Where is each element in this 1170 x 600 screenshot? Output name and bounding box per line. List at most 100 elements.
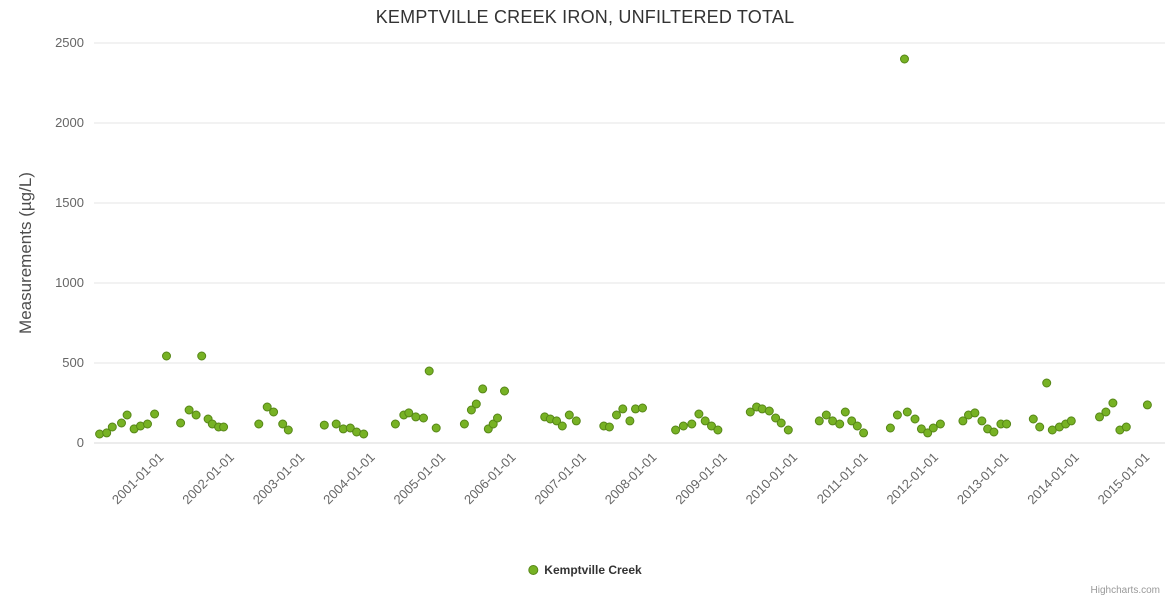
data-point[interactable] (150, 409, 160, 419)
data-point[interactable] (390, 419, 400, 429)
data-point[interactable] (1042, 378, 1052, 388)
data-point[interactable] (1095, 412, 1104, 422)
data-point[interactable] (191, 410, 201, 420)
data-point[interactable] (916, 424, 926, 434)
data-point[interactable] (707, 421, 716, 431)
data-point[interactable] (500, 386, 509, 396)
data-point[interactable] (814, 416, 824, 426)
data-point[interactable] (977, 416, 987, 426)
legend-marker-icon[interactable] (528, 565, 539, 575)
data-point[interactable] (694, 409, 704, 419)
data-point[interactable] (557, 421, 567, 431)
data-point[interactable] (488, 419, 498, 429)
credits-link[interactable]: Highcharts.com (1090, 585, 1160, 596)
data-point[interactable] (162, 351, 171, 361)
data-point[interactable] (638, 403, 647, 413)
data-point[interactable] (618, 404, 628, 414)
data-point[interactable] (902, 407, 912, 417)
data-point[interactable] (1028, 414, 1038, 424)
x-axis-tick-label: 2004-01-01 (320, 450, 378, 508)
data-point[interactable] (776, 418, 786, 428)
data-point[interactable] (278, 419, 288, 429)
data-point[interactable] (466, 405, 476, 415)
data-point[interactable] (847, 416, 857, 426)
data-point[interactable] (625, 416, 635, 426)
data-point[interactable] (117, 418, 126, 428)
data-point[interactable] (102, 428, 112, 438)
data-point[interactable] (143, 419, 152, 429)
data-point[interactable] (283, 425, 293, 435)
data-point[interactable] (859, 428, 869, 438)
data-point[interactable] (359, 429, 369, 439)
data-point[interactable] (700, 416, 710, 426)
data-point[interactable] (821, 410, 831, 420)
data-point[interactable] (900, 54, 909, 64)
data-point[interactable] (1002, 419, 1012, 429)
data-point[interactable] (713, 425, 723, 435)
data-point[interactable] (552, 416, 562, 426)
data-point[interactable] (419, 413, 428, 423)
data-point[interactable] (935, 419, 945, 429)
data-point[interactable] (989, 427, 999, 437)
data-point[interactable] (424, 366, 434, 376)
data-point[interactable] (431, 423, 441, 433)
y-axis-tick-label: 0 (77, 435, 84, 450)
data-point[interactable] (840, 407, 850, 417)
data-point[interactable] (835, 419, 845, 429)
data-point[interactable] (345, 423, 355, 433)
data-point[interactable] (1108, 398, 1118, 408)
data-point[interactable] (671, 425, 681, 435)
data-point[interactable] (184, 405, 194, 415)
data-point[interactable] (1035, 422, 1045, 432)
data-point[interactable] (122, 410, 132, 420)
data-point[interactable] (478, 384, 488, 394)
data-point[interactable] (678, 421, 688, 431)
legend-item[interactable]: Kemptville Creek (528, 563, 642, 577)
data-point[interactable] (471, 399, 481, 409)
data-point[interactable] (970, 408, 980, 418)
data-point[interactable] (604, 422, 614, 432)
data-point[interactable] (783, 425, 793, 435)
data-point[interactable] (219, 422, 229, 432)
data-point[interactable] (571, 416, 581, 426)
data-point[interactable] (771, 413, 781, 423)
data-point[interactable] (923, 428, 933, 438)
data-point[interactable] (459, 419, 469, 429)
data-point[interactable] (197, 351, 207, 361)
legend-label[interactable]: Kemptville Creek (544, 563, 642, 577)
data-point[interactable] (331, 419, 341, 429)
data-point[interactable] (269, 407, 279, 417)
data-point[interactable] (564, 410, 574, 420)
data-point[interactable] (493, 413, 502, 423)
y-axis-tick-label: 2500 (55, 35, 84, 50)
data-point[interactable] (404, 408, 414, 418)
x-axis-tick-label: 2002-01-01 (179, 450, 237, 508)
data-point[interactable] (764, 406, 774, 416)
x-axis-tick-label: 2007-01-01 (531, 450, 589, 508)
data-point[interactable] (852, 421, 862, 431)
data-point[interactable] (319, 420, 329, 430)
x-axis-tick-label: 2013-01-01 (954, 450, 1012, 508)
data-point[interactable] (745, 407, 755, 417)
data-point[interactable] (892, 410, 902, 420)
y-axis-tick-label: 500 (62, 355, 84, 370)
data-point[interactable] (411, 412, 421, 422)
data-point[interactable] (910, 414, 920, 424)
data-point[interactable] (254, 419, 264, 429)
x-axis-tick-label: 2003-01-01 (250, 450, 308, 508)
x-axis-tick-label: 2005-01-01 (391, 450, 449, 508)
data-point[interactable] (262, 402, 272, 412)
data-point[interactable] (687, 419, 697, 429)
data-point[interactable] (1101, 407, 1111, 417)
data-point[interactable] (107, 422, 117, 432)
data-point[interactable] (1066, 416, 1076, 426)
data-point[interactable] (1121, 422, 1131, 432)
data-point[interactable] (1142, 400, 1152, 410)
data-point[interactable] (928, 423, 938, 433)
y-axis-tick-label: 2000 (55, 115, 84, 130)
data-point[interactable] (176, 418, 186, 428)
data-point[interactable] (958, 416, 968, 426)
data-point[interactable] (885, 423, 895, 433)
data-point[interactable] (612, 410, 621, 420)
x-axis-tick-label: 2012-01-01 (883, 450, 941, 508)
